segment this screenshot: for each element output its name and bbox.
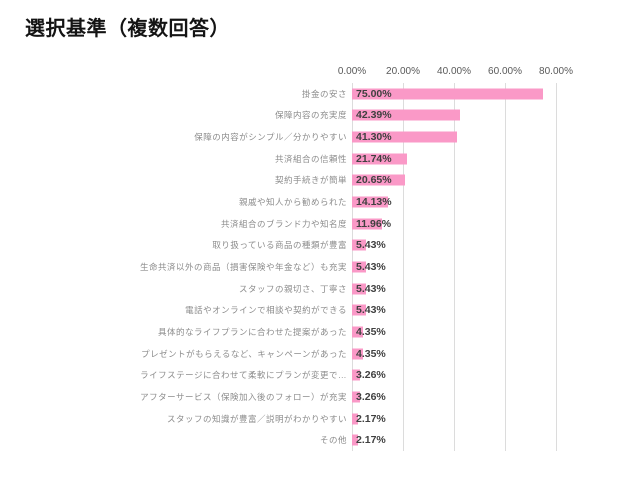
bar <box>352 239 366 251</box>
x-tick-label: 20.00% <box>386 66 420 77</box>
bar-row: アフターサービス（保険加入後のフォロー）が充実 3.26% <box>0 386 640 408</box>
bar <box>352 413 358 425</box>
category-label: 共済組合の信頼性 <box>274 153 347 164</box>
bar <box>352 88 544 100</box>
category-label: プレゼントがもらえるなど、キャンペーンがあった <box>141 348 347 359</box>
bar-row: 共済組合の信頼性 21.74% <box>0 148 640 170</box>
category-label: その他 <box>319 435 347 446</box>
value-label: 4.35% <box>356 347 386 360</box>
bar-row: 保障内容の充実度 42.39% <box>0 105 640 127</box>
bar-row: 共済組合のブランド力や知名度 11.96% <box>0 213 640 235</box>
category-label: 共済組合のブランド力や知名度 <box>220 218 347 229</box>
value-label: 2.17% <box>356 412 386 425</box>
bar <box>352 348 364 360</box>
bar <box>352 326 364 338</box>
value-label: 21.74% <box>356 152 392 165</box>
value-label: 4.35% <box>356 325 386 338</box>
bar-row: ライフステージに合わせて柔軟にプランが変更で… 3.26% <box>0 364 640 386</box>
category-label: 掛金の安さ <box>301 88 347 99</box>
value-label: 14.13% <box>356 196 392 209</box>
bar <box>352 153 408 165</box>
value-label: 41.30% <box>356 131 392 144</box>
value-label: 5.43% <box>356 260 386 273</box>
bar-row: 保障の内容がシンプル／分かりやすい 41.30% <box>0 126 640 148</box>
bar <box>352 131 458 143</box>
gridline <box>454 83 455 451</box>
value-label: 42.39% <box>356 109 392 122</box>
value-label: 3.26% <box>356 369 386 382</box>
category-label: 親戚や知人から勧められた <box>238 197 347 208</box>
bar <box>352 261 366 273</box>
bar <box>352 304 366 316</box>
value-label: 20.65% <box>356 174 392 187</box>
bar-row: スタッフの知識が豊富／説明がわかりやすい 2.17% <box>0 408 640 430</box>
category-label: アフターサービス（保険加入後のフォロー）が充実 <box>140 391 347 402</box>
bar <box>352 174 405 186</box>
category-label: 取り扱っている商品の種類が豊富 <box>212 240 347 251</box>
category-label: 電話やオンラインで相談や契約ができる <box>185 305 347 316</box>
bar <box>352 434 358 446</box>
bar <box>352 369 361 381</box>
category-label: スタッフの親切さ、丁寧さ <box>238 283 347 294</box>
category-label: 保障内容の充実度 <box>274 110 347 121</box>
bar-row: 契約手続きが簡単 20.65% <box>0 170 640 192</box>
bar <box>352 109 461 121</box>
x-tick-label: 40.00% <box>437 66 471 77</box>
category-label: 保障の内容がシンプル／分かりやすい <box>194 132 347 143</box>
bar-row: 取り扱っている商品の種類が豊富 5.43% <box>0 235 640 257</box>
bar-row: スタッフの親切さ、丁寧さ 5.43% <box>0 278 640 300</box>
bar-row: 電話やオンラインで相談や契約ができる 5.43% <box>0 299 640 321</box>
category-label: ライフステージに合わせて柔軟にプランが変更で… <box>140 370 347 381</box>
gridline <box>556 83 557 451</box>
category-label: スタッフの知識が豊富／説明がわかりやすい <box>166 413 347 424</box>
x-tick-label: 60.00% <box>488 66 522 77</box>
bar <box>352 218 383 230</box>
value-label: 75.00% <box>356 87 392 100</box>
bar <box>352 391 361 403</box>
gridline <box>403 83 404 451</box>
bar-row: その他 2.17% <box>0 429 640 451</box>
value-label: 11.96% <box>356 217 392 230</box>
value-label: 2.17% <box>356 434 386 447</box>
gridline <box>505 83 506 451</box>
bar-row: 掛金の安さ 75.00% <box>0 83 640 105</box>
bar-row: 親戚や知人から勧められた 14.13% <box>0 191 640 213</box>
bar <box>352 196 389 208</box>
category-label: 生命共済以外の商品（損害保険や年金など）も充実 <box>139 261 347 272</box>
value-label: 3.26% <box>356 390 386 403</box>
category-label: 具体的なライフプランに合わせた提案があった <box>157 326 347 337</box>
page-title: 選択基準（複数回答） <box>25 18 230 40</box>
x-tick-label: 80.00% <box>539 66 573 77</box>
category-label: 契約手続きが簡単 <box>274 175 347 186</box>
x-tick-label: 0.00% <box>337 66 367 77</box>
value-label: 5.43% <box>356 239 386 252</box>
value-label: 5.43% <box>356 304 386 317</box>
value-label: 5.43% <box>356 282 386 295</box>
bar-row: プレゼントがもらえるなど、キャンペーンがあった 4.35% <box>0 343 640 365</box>
bar <box>352 283 366 295</box>
bar-row: 具体的なライフプランに合わせた提案があった 4.35% <box>0 321 640 343</box>
bar-row: 生命共済以外の商品（損害保険や年金など）も充実 5.43% <box>0 256 640 278</box>
